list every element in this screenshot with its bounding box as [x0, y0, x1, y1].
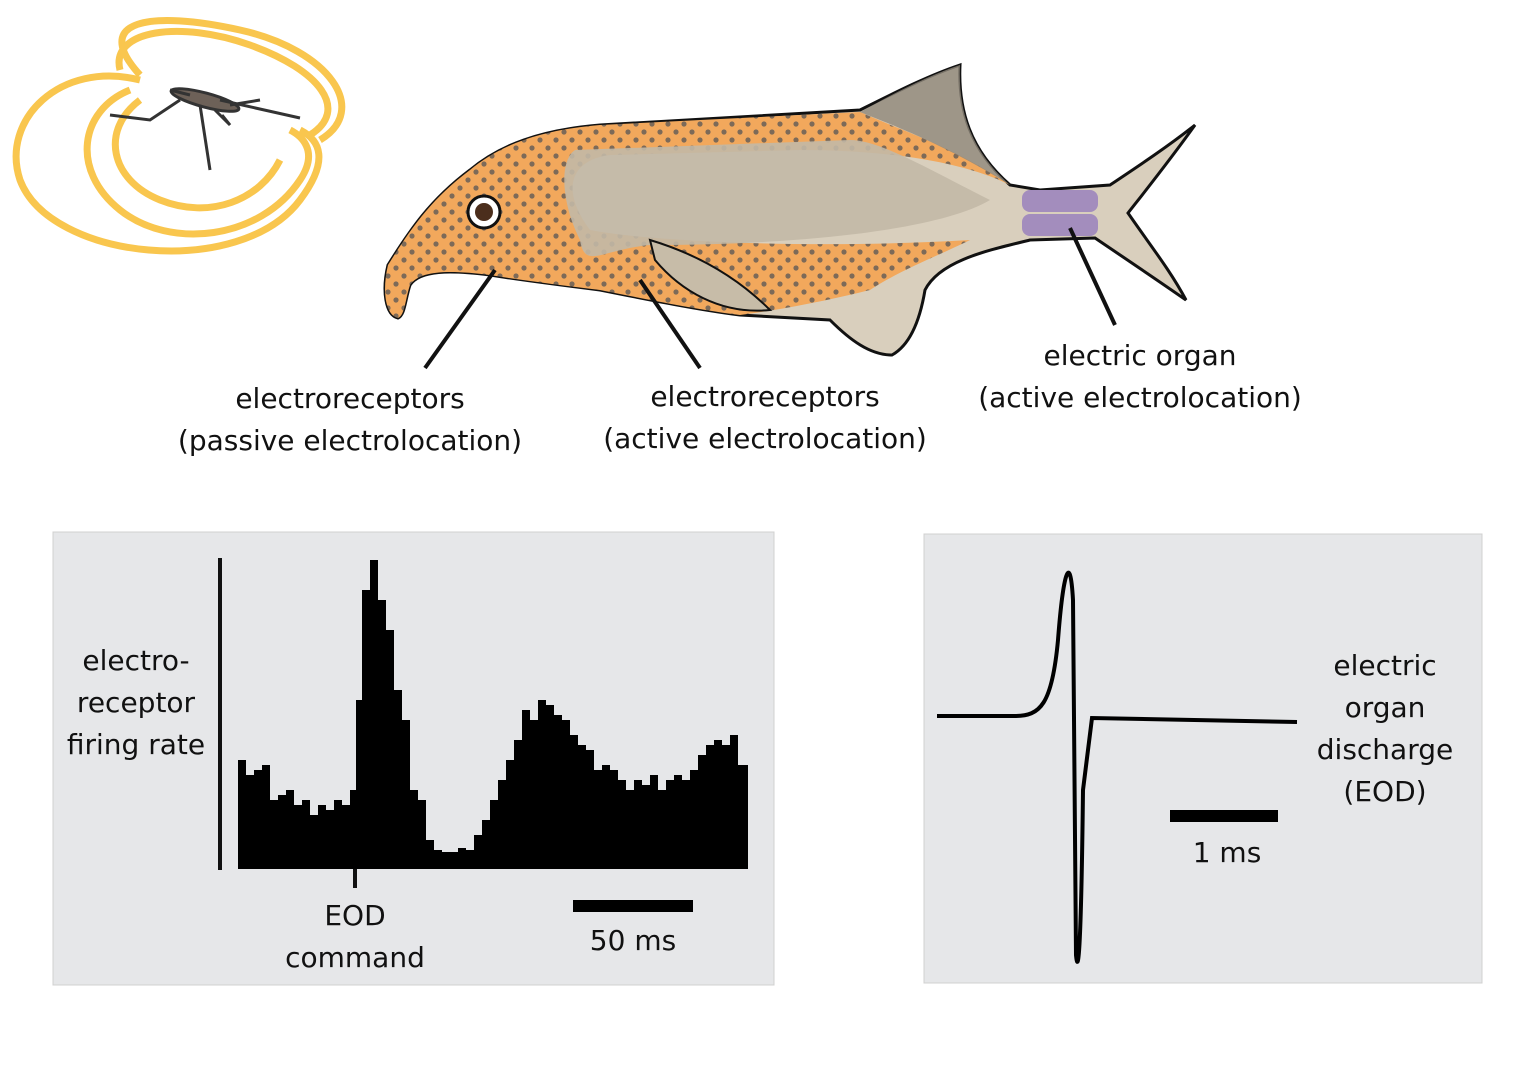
marker-label: command — [285, 941, 425, 974]
histogram — [238, 560, 748, 869]
panel — [923, 533, 1483, 984]
axis-label: firing rate — [67, 728, 205, 761]
label: organ — [1345, 691, 1426, 724]
label: (passive electrolocation) — [178, 424, 522, 457]
label: (EOD) — [1343, 775, 1426, 808]
pointer-lines — [423, 227, 1117, 370]
fish — [383, 62, 1197, 357]
label: electric — [1333, 649, 1436, 682]
label: (active electrolocation) — [978, 381, 1302, 414]
label: electroreceptors — [235, 382, 464, 415]
eod-trace — [937, 570, 1298, 964]
insect — [109, 87, 301, 171]
label: (active electrolocation) — [603, 422, 927, 455]
field-lines — [12, 16, 346, 255]
scale-label: 1 ms — [1193, 836, 1262, 869]
label: electroreceptors — [650, 380, 879, 413]
label: electric organ — [1043, 339, 1236, 372]
label: discharge — [1317, 733, 1453, 766]
scale-label: 50 ms — [590, 924, 676, 957]
scale-bar — [573, 900, 693, 912]
axis-label: electro- — [82, 644, 189, 677]
scale-bar — [1170, 810, 1278, 822]
marker-label: EOD — [324, 899, 385, 932]
axis-label: receptor — [77, 686, 196, 719]
